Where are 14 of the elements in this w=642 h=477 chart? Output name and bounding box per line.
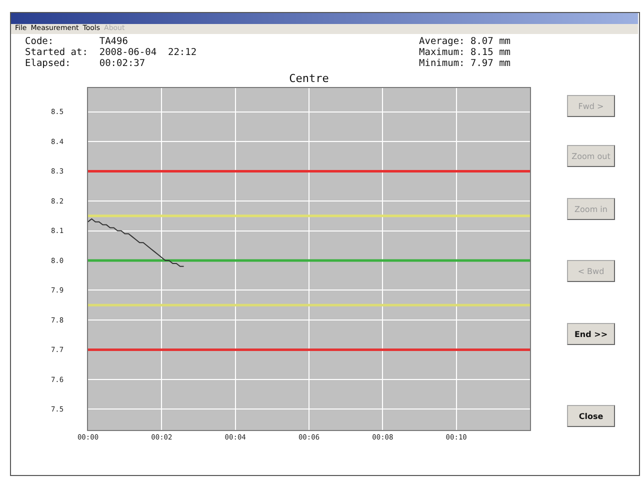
text: Elapsed: 00:02:37	[25, 58, 146, 69]
chart-title: Centre	[289, 72, 329, 85]
text: Zoom out	[567, 145, 615, 167]
text: End >>	[567, 323, 615, 345]
text: Maximum: 8.15 mm	[419, 47, 511, 58]
text: Close	[567, 405, 615, 427]
text: Code: TA496	[25, 36, 128, 47]
text: Fwd >	[567, 95, 615, 117]
text: Average: 8.07 mm	[419, 36, 511, 47]
text: Zoom in	[567, 198, 615, 220]
text: < Bwd	[567, 260, 615, 282]
text: Minimum: 7.97 mm	[419, 58, 511, 69]
text: Started at: 2008-06-04 22:12	[25, 47, 197, 58]
line-series	[88, 218, 184, 267]
